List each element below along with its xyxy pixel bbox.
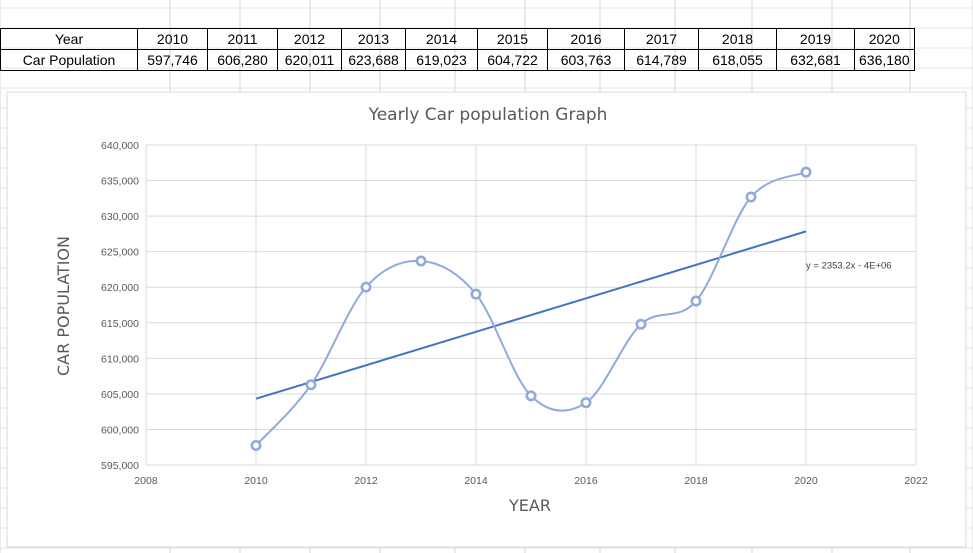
year-cell[interactable]: 2010 (137, 28, 208, 50)
data-point-marker[interactable] (250, 439, 262, 451)
y-tick-label: 630,000 (101, 211, 139, 223)
x-axis-title[interactable]: YEAR (508, 496, 551, 515)
y-tick-label: 615,000 (101, 318, 139, 330)
year-cell[interactable]: 2020 (854, 28, 915, 50)
population-cell[interactable]: 614,789 (624, 49, 699, 71)
data-point-marker[interactable] (745, 191, 757, 203)
population-cell[interactable]: 606,280 (207, 49, 278, 71)
y-tick-label: 635,000 (101, 176, 139, 188)
population-cell[interactable]: 603,763 (547, 49, 625, 71)
data-point-marker[interactable] (470, 288, 482, 300)
population-cell[interactable]: 618,055 (698, 49, 777, 71)
y-tick-label: 610,000 (101, 353, 139, 365)
population-cell[interactable]: 597,746 (137, 49, 208, 71)
data-point-marker[interactable] (415, 255, 427, 267)
x-tick-label: 2014 (464, 475, 488, 487)
x-tick-label: 2018 (684, 475, 708, 487)
linear-trendline[interactable] (255, 230, 807, 400)
population-cell[interactable]: 636,180 (854, 49, 915, 71)
data-table: Year 2010 2011 2012 2013 2014 2015 2016 2017 201… (0, 28, 915, 71)
y-tick-label: 640,000 (101, 140, 139, 152)
data-point-marker[interactable] (525, 390, 537, 402)
year-cell[interactable]: 2015 (477, 28, 548, 50)
x-tick-label: 2016 (574, 475, 598, 487)
population-cell[interactable]: 632,681 (776, 49, 855, 71)
data-point-marker[interactable] (360, 281, 372, 293)
table-row-population: Car Population 597,746 606,280 620,011 623,… (0, 49, 915, 71)
data-point-marker[interactable] (690, 295, 702, 307)
table-row-year: Year 2010 2011 2012 2013 2014 2015 2016 2017 201… (0, 28, 915, 50)
data-point-marker[interactable] (800, 166, 812, 178)
x-tick-label: 2020 (794, 475, 818, 487)
data-point-marker[interactable] (635, 318, 647, 330)
population-cell[interactable]: 619,023 (405, 49, 478, 71)
data-point-marker[interactable] (580, 397, 592, 409)
trendline-group: y = 2353.2x - 4E+06 (255, 230, 892, 400)
y-tick-label: 605,000 (101, 389, 139, 401)
data-point-marker[interactable] (305, 379, 317, 391)
tick-labels: 595,000 600,000 605,000 610,000 615,000 620,0… (101, 140, 928, 487)
x-tick-label: 2010 (244, 475, 268, 487)
x-tick-label: 2022 (904, 475, 928, 487)
x-tick-label: 2008 (134, 475, 158, 487)
y-axis-title[interactable]: CAR POPULATION (54, 236, 73, 376)
population-cell[interactable]: 623,688 (341, 49, 406, 71)
y-tick-label: 625,000 (101, 247, 139, 259)
row-label-car-population[interactable]: Car Population (0, 49, 138, 71)
y-tick-label: 620,000 (101, 282, 139, 294)
trendline-equation-label[interactable]: y = 2353.2x - 4E+06 (806, 260, 892, 271)
series-group (250, 166, 812, 451)
y-tick-label: 595,000 (101, 460, 139, 472)
chart-title[interactable]: Yearly Car population Graph (368, 105, 608, 125)
x-tick-label: 2012 (354, 475, 378, 487)
y-tick-label: 600,000 (101, 424, 139, 436)
